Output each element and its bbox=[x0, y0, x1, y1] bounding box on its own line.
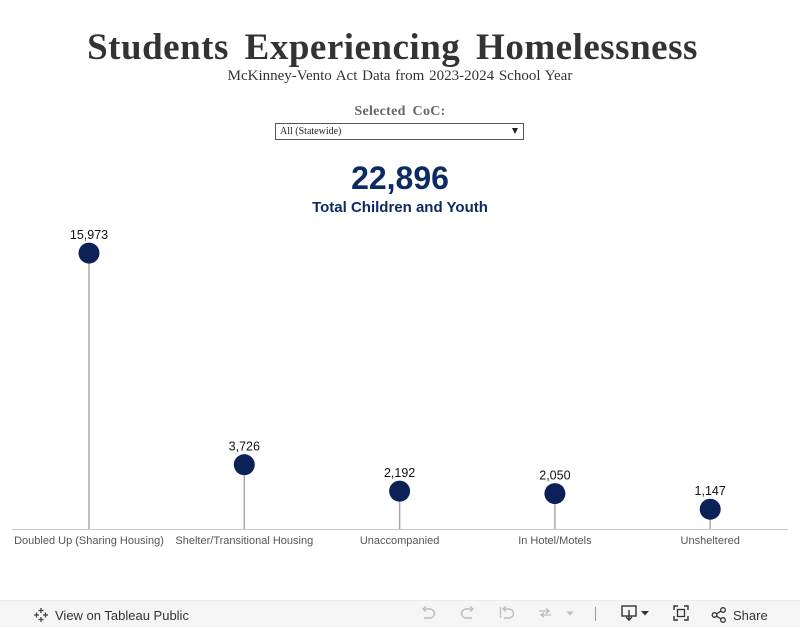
data-point bbox=[699, 498, 721, 520]
undo-button[interactable] bbox=[419, 604, 437, 627]
redo-icon bbox=[459, 604, 477, 627]
revert-icon bbox=[498, 604, 516, 627]
revert-button[interactable] bbox=[498, 604, 516, 627]
data-point bbox=[389, 480, 411, 502]
coc-filter-value: All (Statewide) bbox=[280, 126, 342, 137]
toolbar-divider bbox=[595, 607, 596, 621]
data-label: 1,147 bbox=[695, 484, 726, 498]
tableau-icon bbox=[33, 607, 49, 623]
tableau-toolbar: View on Tableau Public bbox=[0, 600, 800, 627]
share-button[interactable]: Share bbox=[710, 606, 768, 624]
data-label: 3,726 bbox=[229, 440, 260, 454]
lollipop-chart: 15,973 Doubled Up (Sharing Housing) 3,726 S… bbox=[12, 228, 788, 547]
share-label: Share bbox=[733, 607, 768, 623]
data-label: 15,973 bbox=[70, 228, 108, 242]
refresh-dropdown-icon bbox=[565, 604, 575, 627]
filter-label: Selected CoC: bbox=[354, 104, 446, 119]
page-title: Students Experiencing Homelessness bbox=[87, 27, 698, 68]
undo-icon bbox=[419, 604, 437, 627]
fullscreen-button[interactable] bbox=[672, 604, 690, 627]
data-point bbox=[78, 242, 100, 264]
category-label: Shelter/Transitional Housing bbox=[175, 535, 313, 547]
download-icon bbox=[620, 604, 652, 627]
refresh-dropdown-button[interactable] bbox=[565, 606, 575, 624]
refresh-icon bbox=[536, 604, 554, 627]
refresh-button[interactable] bbox=[536, 606, 554, 624]
category-label: In Hotel/Motels bbox=[518, 535, 592, 547]
total-count-value: 22,896 bbox=[351, 160, 449, 196]
coc-filter-dropdown[interactable]: All (Statewide) bbox=[275, 123, 524, 140]
data-point bbox=[233, 454, 255, 476]
share-icon bbox=[710, 606, 728, 624]
data-label: 2,192 bbox=[384, 466, 415, 480]
fullscreen-icon bbox=[672, 604, 690, 627]
redo-button[interactable] bbox=[459, 604, 477, 627]
category-label: Unsheltered bbox=[681, 535, 740, 547]
data-label: 2,050 bbox=[539, 469, 570, 483]
download-button[interactable] bbox=[620, 604, 652, 627]
data-point bbox=[544, 483, 566, 505]
category-label: Doubled Up (Sharing Housing) bbox=[14, 535, 164, 547]
page-subtitle: McKinney-Vento Act Data from 2023-2024 S… bbox=[227, 68, 573, 84]
chevron-down-icon bbox=[512, 128, 518, 134]
total-count-label: Total Children and Youth bbox=[312, 199, 488, 216]
view-on-tableau-label: View on Tableau Public bbox=[55, 607, 189, 623]
category-label: Unaccompanied bbox=[360, 535, 440, 547]
view-on-tableau-link[interactable]: View on Tableau Public bbox=[33, 606, 189, 624]
